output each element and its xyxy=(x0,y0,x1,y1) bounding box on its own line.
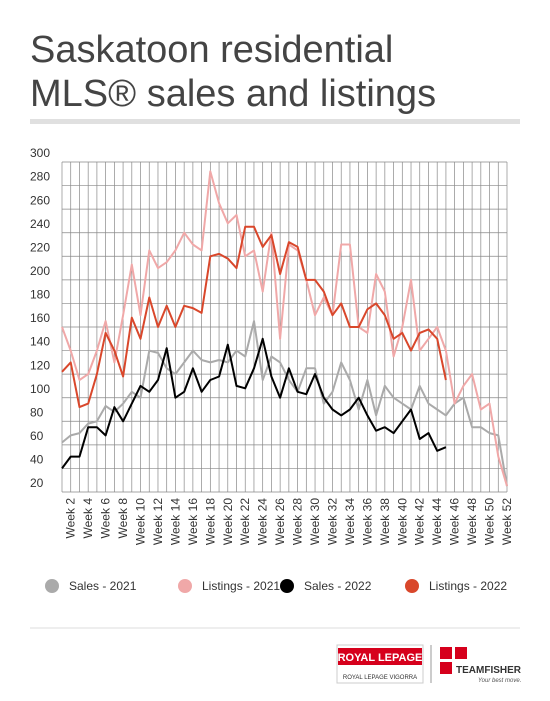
y-tick-label: 220 xyxy=(30,240,50,254)
x-tick-label: Week 4 xyxy=(81,498,95,539)
x-tick-label: Week 20 xyxy=(221,498,235,545)
chart-title: Saskatoon residential MLS® sales and lis… xyxy=(30,29,437,115)
x-tick-label: Week 44 xyxy=(430,498,444,545)
legend-marker xyxy=(45,579,59,593)
x-tick-label: Week 40 xyxy=(395,498,409,545)
x-tick-label: Week 32 xyxy=(325,498,339,545)
y-tick-label: 200 xyxy=(30,264,50,278)
legend-label: Sales - 2022 xyxy=(304,579,372,593)
y-tick-label: 40 xyxy=(30,453,44,467)
logo-square xyxy=(455,647,467,659)
legend-label: Listings - 2021 xyxy=(202,579,280,593)
logo-square xyxy=(440,662,452,674)
x-tick-label: Week 52 xyxy=(500,498,514,545)
x-tick-label: Week 46 xyxy=(448,498,462,545)
x-tick-label: Week 18 xyxy=(203,498,217,545)
y-tick-label: 160 xyxy=(30,311,50,325)
y-tick-label: 60 xyxy=(30,429,44,443)
x-tick-label: Week 26 xyxy=(273,498,287,545)
legend-label: Listings - 2022 xyxy=(429,579,507,593)
y-tick-label: 260 xyxy=(30,193,50,207)
x-tick-label: Week 10 xyxy=(134,498,148,545)
title-rule xyxy=(30,119,520,124)
x-tick-label: Week 38 xyxy=(378,498,392,545)
y-tick-label: 280 xyxy=(30,170,50,184)
x-tick-label: Week 12 xyxy=(151,498,165,545)
logo-band xyxy=(338,648,422,665)
x-tick-label: Week 42 xyxy=(413,498,427,545)
logo-square xyxy=(440,647,452,659)
x-tick-label: Week 8 xyxy=(116,498,130,539)
x-tick-label: Week 30 xyxy=(308,498,322,545)
x-tick-label: Week 36 xyxy=(360,498,374,545)
legend-label: Sales - 2021 xyxy=(69,579,137,593)
y-tick-label: 100 xyxy=(30,382,50,396)
x-tick-label: Week 22 xyxy=(238,498,252,545)
y-tick-label: 300 xyxy=(30,146,50,160)
logo: ROYAL LEPAGE ROYAL LEPAGE VIGORRA TEAMFI… xyxy=(336,644,522,684)
legend-marker xyxy=(280,579,294,593)
series-line xyxy=(61,170,508,487)
series-line xyxy=(61,337,447,469)
y-tick-label: 180 xyxy=(30,288,50,302)
y-tick-label: 20 xyxy=(30,476,44,490)
y-tick-label: 80 xyxy=(30,405,44,419)
x-tick-label: Week 16 xyxy=(186,498,200,545)
y-tick-label: 240 xyxy=(30,217,50,231)
logo-text: TEAMFISHER xyxy=(456,665,522,676)
legend-marker xyxy=(178,579,192,593)
x-tick-label: Week 48 xyxy=(465,498,479,545)
series-line xyxy=(61,225,447,409)
x-tick-label: Week 34 xyxy=(343,498,357,545)
logo-text: ROYAL LEPAGE xyxy=(338,652,423,664)
x-tick-label: Week 28 xyxy=(291,498,305,545)
x-tick-label: Week 2 xyxy=(64,498,78,539)
y-tick-label: 120 xyxy=(30,358,50,372)
x-tick-label: Week 50 xyxy=(483,498,497,545)
x-tick-label: Week 6 xyxy=(99,498,113,539)
y-tick-label: 140 xyxy=(30,335,50,349)
logo-tagline: Your best move. xyxy=(478,678,521,684)
x-tick-label: Week 24 xyxy=(256,498,270,545)
logo-subtext: ROYAL LEPAGE VIGORRA xyxy=(343,675,417,681)
x-tick-label: Week 14 xyxy=(168,498,182,545)
series-line xyxy=(61,320,508,487)
legend-marker xyxy=(405,579,419,593)
